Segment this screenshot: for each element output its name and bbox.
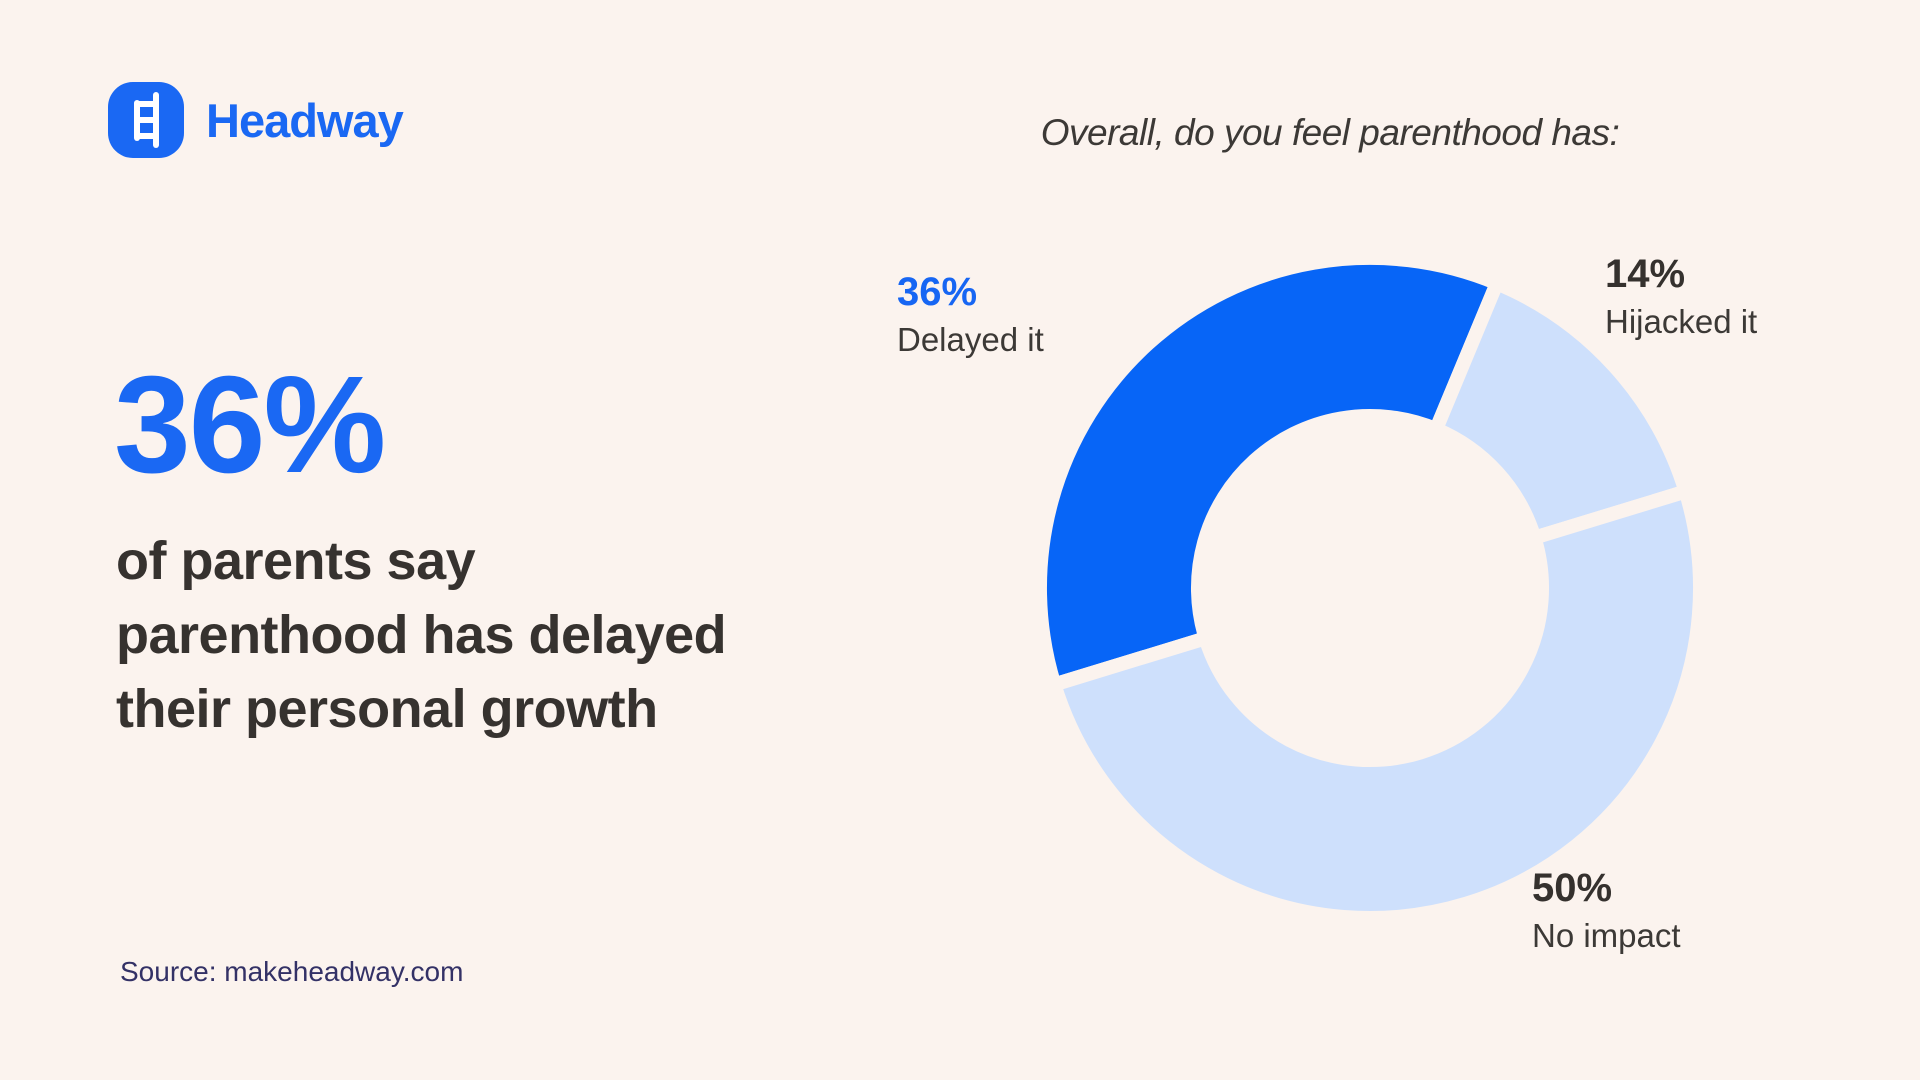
source-text: Source: makeheadway.com — [120, 956, 464, 987]
stat-description: of parents say parenthood has delayed th… — [116, 524, 816, 746]
callout-delayed-it: 36% Delayed it — [897, 272, 1044, 356]
stat-description-line-3: their personal growth — [116, 679, 658, 739]
brand-logo: Headway — [108, 82, 404, 158]
callout-hijacked-label: Hijacked it — [1605, 303, 1758, 340]
callout-delayed-pct: 36% — [897, 270, 978, 314]
brand-name: Headway — [206, 93, 404, 147]
donut-segment-delayed-it — [1033, 250, 1504, 692]
callout-no-impact-pct: 50% — [1532, 866, 1613, 910]
stat-description-line-1: of parents say — [116, 531, 476, 591]
callout-no-impact-label: No impact — [1532, 917, 1681, 954]
headway-ladder-icon — [108, 82, 184, 158]
callout-hijacked-pct: 14% — [1605, 252, 1686, 296]
donut-chart — [1033, 250, 1707, 926]
callout-hijacked-it: 14% Hijacked it — [1605, 254, 1757, 338]
callout-delayed-label: Delayed it — [897, 321, 1044, 358]
donut-segment-no-impact — [1047, 484, 1707, 926]
stat-description-line-2: parenthood has delayed — [116, 605, 727, 665]
chart-title: Overall, do you feel parenthood has: — [1040, 112, 1620, 153]
callout-no-impact: 50% No impact — [1532, 868, 1681, 952]
donut-segment-hijacked-it — [1429, 276, 1693, 545]
stat-value: 36% — [114, 348, 386, 502]
